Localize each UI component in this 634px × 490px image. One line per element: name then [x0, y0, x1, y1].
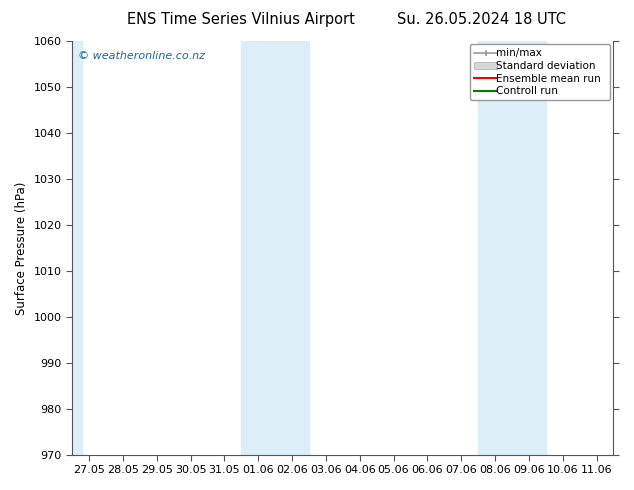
Bar — [478, 41, 546, 455]
Bar — [242, 41, 309, 455]
Bar — [72, 41, 82, 455]
Text: ENS Time Series Vilnius Airport: ENS Time Series Vilnius Airport — [127, 12, 355, 27]
Text: © weatheronline.co.nz: © weatheronline.co.nz — [77, 51, 205, 61]
Text: Su. 26.05.2024 18 UTC: Su. 26.05.2024 18 UTC — [398, 12, 566, 27]
Y-axis label: Surface Pressure (hPa): Surface Pressure (hPa) — [15, 181, 28, 315]
Legend: min/max, Standard deviation, Ensemble mean run, Controll run: min/max, Standard deviation, Ensemble me… — [470, 44, 611, 100]
